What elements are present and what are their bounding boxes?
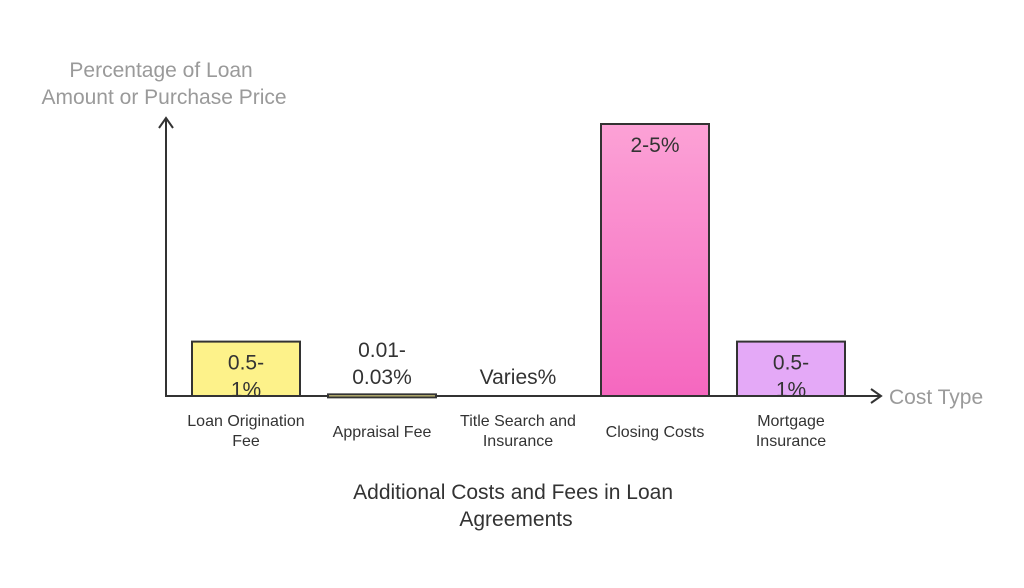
y-axis-title-line-2: Amount or Purchase Price bbox=[41, 86, 286, 109]
x-tick-label-2-line-1: Appraisal Fee bbox=[333, 424, 432, 441]
x-tick-label-2: Appraisal Fee bbox=[333, 424, 432, 441]
bar-2 bbox=[327, 393, 437, 399]
data-label-5-line-2: 1% bbox=[776, 379, 806, 402]
data-label-3-line-1: Varies% bbox=[480, 366, 557, 389]
x-axis-title: Cost Type bbox=[889, 386, 983, 409]
data-label-5-line-1: 0.5- bbox=[773, 352, 809, 375]
data-label-1-line-1: 0.5- bbox=[228, 352, 264, 375]
x-tick-label-4: Closing Costs bbox=[606, 424, 705, 441]
x-tick-label-1-line-2: Fee bbox=[232, 433, 260, 450]
x-tick-label-5-line-1: Mortgage bbox=[757, 413, 825, 430]
x-tick-label-3-line-1: Title Search and bbox=[460, 413, 576, 430]
bar-4 bbox=[600, 123, 710, 397]
x-tick-label-5: Mortgage Insurance bbox=[756, 413, 826, 450]
x-tick-label-3: Title Search and Insurance bbox=[460, 413, 576, 450]
data-label-1-line-2: 1% bbox=[231, 379, 261, 402]
data-label-2-line-2: 0.03% bbox=[352, 366, 412, 389]
data-label-1: 0.5- 1% bbox=[228, 352, 264, 402]
data-label-5: 0.5- 1% bbox=[773, 352, 809, 402]
chart-title: Additional Costs and Fees in Loan Agreem… bbox=[353, 481, 679, 531]
bar-1 bbox=[191, 340, 301, 398]
y-axis-arrow-icon bbox=[158, 116, 174, 129]
x-axis-arrow-icon bbox=[870, 388, 883, 404]
y-axis-title: Percentage of Loan Amount or Purchase Pr… bbox=[41, 59, 286, 109]
chart-title-line-1: Additional Costs and Fees in Loan bbox=[353, 481, 673, 504]
data-labels: 0.5- 1% 0.01- 0.03% Varies% 2-5% 0.5- 1% bbox=[228, 134, 809, 402]
data-label-2-line-1: 0.01- bbox=[358, 339, 406, 362]
x-tick-labels: Loan Origination Fee Appraisal Fee Title Se… bbox=[187, 413, 826, 450]
x-tick-label-1-line-1: Loan Origination bbox=[187, 413, 304, 430]
x-tick-label-1: Loan Origination Fee bbox=[187, 413, 304, 450]
data-label-4-line-1: 2-5% bbox=[630, 134, 679, 157]
x-tick-label-4-line-1: Closing Costs bbox=[606, 424, 705, 441]
x-tick-label-5-line-2: Insurance bbox=[756, 433, 826, 450]
x-tick-label-3-line-2: Insurance bbox=[483, 433, 553, 450]
data-label-2: 0.01- 0.03% bbox=[352, 339, 412, 389]
data-label-3: Varies% bbox=[480, 366, 557, 389]
bar-5 bbox=[736, 340, 846, 398]
y-axis-title-line-1: Percentage of Loan bbox=[69, 59, 252, 82]
chart-title-line-2: Agreements bbox=[459, 508, 572, 531]
bars bbox=[191, 123, 846, 399]
y-axis bbox=[158, 116, 174, 396]
data-label-4: 2-5% bbox=[630, 134, 679, 157]
